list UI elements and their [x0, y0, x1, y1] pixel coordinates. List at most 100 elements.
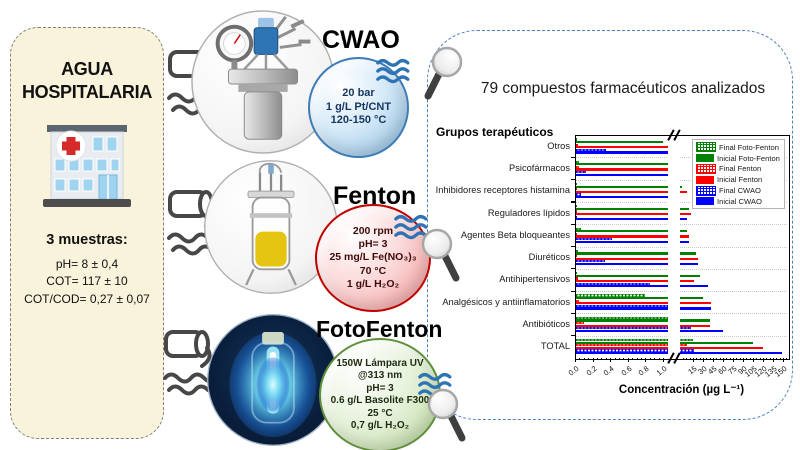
gridline: [576, 179, 787, 181]
bar-Final CWAO: [576, 327, 691, 330]
x-minor-tick: [692, 358, 694, 361]
bar-Final Foto-Fenton: [576, 182, 578, 186]
x-minor-tick: [706, 358, 708, 361]
text-line: 25 mg/L Fe(NO₃)₃: [329, 251, 417, 264]
bar-Final CWAO: [576, 171, 587, 174]
gridline: [576, 291, 787, 293]
x-minor-tick: [736, 358, 738, 361]
chart: Grupos terapéuticos Otros Psicofármacos In…: [430, 125, 795, 397]
text-line: pH= 3: [358, 238, 388, 251]
bar-Inicial Foto-Fenton: [576, 252, 697, 255]
gridline: [576, 157, 787, 159]
bar-Final Fenton: [576, 255, 578, 258]
bar-Inicial CWAO: [576, 151, 681, 154]
hospital-building-icon: [43, 125, 131, 207]
bar-Final Foto-Fenton: [576, 339, 693, 342]
plot-border: [575, 135, 790, 360]
bar-Inicial CWAO: [576, 218, 687, 221]
text-line: 120-150 °C: [330, 114, 387, 127]
legend-swatch-hatch: [696, 142, 716, 153]
gridline: [576, 268, 787, 270]
bar-Final Fenton: [576, 299, 580, 302]
bar-Inicial Foto-Fenton: [576, 230, 687, 233]
bar-Final Foto-Fenton: [576, 316, 672, 319]
bar-Inicial Foto-Fenton: [576, 297, 703, 300]
bar-Inicial Fenton: [576, 190, 687, 193]
x-minor-tick: [658, 358, 660, 361]
bar-Final CWAO: [576, 304, 681, 308]
x-minor-tick: [575, 358, 576, 361]
x-minor-tick: [756, 358, 758, 361]
bar-Final Foto-Fenton: [576, 249, 578, 253]
chart-heading: Grupos terapéuticos: [436, 125, 554, 139]
fenton-reactor-photo: [204, 160, 338, 294]
legend-item: Inicial Foto-Fenton: [696, 153, 780, 164]
x-minor-tick: [623, 358, 625, 361]
x-minor-tick: [614, 358, 616, 361]
panel-title-line2: HOSPITALARIA: [21, 81, 153, 102]
text-line: 1 g/L Pt/CNT: [325, 100, 392, 113]
y-tick: [571, 268, 575, 270]
x-minor-tick: [729, 358, 731, 361]
legend-swatch-solid: [696, 197, 714, 206]
bar-Inicial Fenton: [576, 168, 681, 171]
bar-Final Fenton: [576, 344, 687, 347]
text-line: 200 rpm: [352, 225, 394, 238]
bar-Inicial Foto-Fenton: [576, 207, 689, 211]
x-minor-tick: [702, 358, 704, 361]
text-line: 0,7 g/L H₂O₂: [350, 420, 410, 431]
results-box-border: [427, 30, 793, 420]
bar-Inicial Fenton: [576, 324, 710, 327]
bar-Inicial CWAO: [576, 329, 723, 332]
x-minor-tick: [759, 358, 761, 361]
x-tick: [663, 358, 664, 362]
x-minor-tick: [696, 358, 698, 361]
x-axis-label: Concentración (µg L⁻¹): [618, 384, 745, 396]
sample-values: pH= 8 ± 0,4 COT= 117 ± 10 COT/COD= 0,27 ± …: [11, 256, 163, 308]
gridline: [576, 224, 787, 226]
x-minor-tick: [719, 358, 721, 361]
magnifying-glass-icon: [427, 388, 466, 442]
bar-Final CWAO: [576, 260, 605, 263]
bar-Inicial Fenton: [576, 213, 691, 216]
legend-label: Inicial Fenton: [717, 175, 763, 185]
y-tick: [571, 156, 575, 158]
legend-swatch-solid: [696, 175, 714, 184]
category-label: Agentes Beta bloqueantes: [460, 229, 570, 240]
bar-Inicial Fenton: [576, 302, 711, 305]
legend-swatch-hatch: [696, 163, 716, 174]
x-minor-tick: [779, 358, 781, 361]
bar-Final CWAO: [576, 148, 606, 151]
gridline: [576, 335, 787, 337]
y-tick: [571, 246, 575, 248]
category-label: Psicofármacos: [509, 162, 570, 173]
legend-label: Inicial CWAO: [717, 196, 762, 206]
bar-Final Foto-Fenton: [576, 294, 646, 297]
bar-Inicial CWAO: [576, 195, 681, 199]
water-flow-icon: [394, 215, 428, 240]
bar-Final Foto-Fenton: [576, 227, 582, 230]
x-minor-tick: [746, 358, 748, 361]
x-minor-tick: [601, 358, 603, 361]
x-minor-tick: [726, 358, 728, 361]
x-minor-tick: [766, 358, 768, 361]
bar-Inicial Fenton: [576, 235, 689, 238]
x-minor-tick: [583, 358, 585, 361]
y-tick: [571, 201, 575, 203]
compounds-title: 79 compuestos farmacéuticos analizados: [480, 80, 766, 97]
x-minor-tick: [712, 358, 714, 361]
legend-label: Final Foto-Fenton: [719, 142, 779, 152]
bar-Final Fenton: [576, 277, 578, 280]
bar-Final CWAO: [576, 215, 578, 218]
bar-Final Fenton: [576, 188, 578, 191]
gridline: [576, 246, 787, 248]
category-label: Reguladores lípidos: [487, 207, 570, 218]
bar-Inicial CWAO: [576, 307, 711, 310]
x-minor-tick: [605, 358, 607, 361]
bar-Final CWAO: [576, 282, 650, 285]
x-minor-tick: [742, 358, 744, 361]
x-minor-tick: [689, 358, 691, 361]
bar-Inicial Foto-Fenton: [576, 274, 700, 277]
bar-Final Foto-Fenton: [576, 160, 580, 163]
